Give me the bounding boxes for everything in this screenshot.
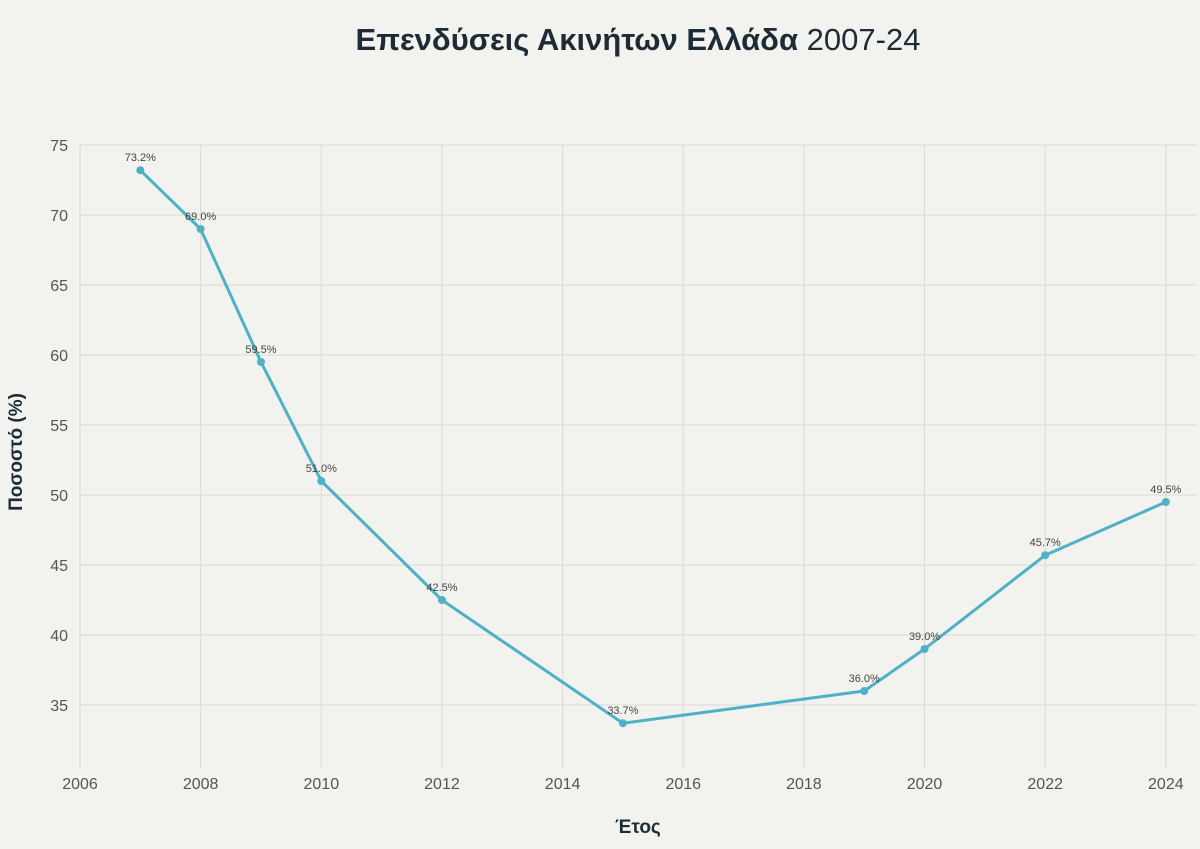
- data-point: [920, 645, 929, 653]
- y-tick-label: 55: [50, 418, 68, 435]
- y-tick-label: 45: [50, 558, 68, 575]
- chart-title-main: Επενδύσεις Ακινήτων Ελλάδα: [355, 22, 799, 57]
- y-tick-label: 50: [50, 488, 68, 505]
- data-label: 33.7%: [607, 705, 638, 717]
- data-point: [136, 166, 145, 175]
- data-label: 69.0%: [185, 211, 216, 223]
- x-tick-label: 2006: [62, 776, 98, 793]
- data-point: [437, 596, 446, 604]
- y-tick-label: 40: [50, 628, 68, 645]
- data-label-layer: 73.2% 69.0% 59.5% 51.0% 42.5% 33.7% 36.0% 39.0%…: [125, 152, 1182, 717]
- axis-layer: 2006 2008 2010 2012 2014 2016 2018 2020 2022 2024…: [6, 138, 1184, 838]
- y-axis-title: Ποσοστό (%): [6, 393, 27, 511]
- data-point: [1161, 498, 1170, 506]
- x-tick-label: 2022: [1027, 776, 1063, 793]
- data-point: [196, 225, 205, 233]
- data-point: [1041, 551, 1050, 560]
- data-label: 59.5%: [245, 344, 276, 356]
- x-tick-label: 2014: [545, 776, 581, 793]
- data-label: 39.0%: [909, 631, 940, 643]
- chart-title: Επενδύσεις Ακινήτων Ελλάδα 2007-24: [0, 22, 1200, 58]
- x-tick-label: 2018: [786, 776, 822, 793]
- data-label: 45.7%: [1030, 537, 1061, 549]
- x-tick-label: 2024: [1148, 776, 1184, 793]
- data-point: [317, 477, 326, 485]
- data-point: [618, 719, 627, 728]
- y-tick-label: 65: [50, 278, 68, 295]
- x-axis-title: Έτος: [615, 817, 661, 838]
- data-label: 42.5%: [426, 582, 457, 594]
- x-tick-label: 2008: [183, 776, 219, 793]
- data-label: 49.5%: [1150, 484, 1181, 496]
- y-tick-label: 60: [50, 348, 68, 365]
- chart-title-years: 2007-24: [806, 22, 921, 57]
- grid-layer: [79, 144, 1196, 768]
- data-point: [256, 358, 265, 366]
- data-label: 36.0%: [849, 673, 880, 685]
- y-tick-label: 35: [50, 698, 68, 715]
- data-label: 73.2%: [125, 152, 156, 164]
- data-label: 51.0%: [306, 463, 337, 475]
- series-layer: [136, 166, 1170, 728]
- data-point: [860, 687, 869, 695]
- y-tick-label: 75: [50, 138, 68, 155]
- x-tick-label: 2012: [424, 776, 460, 793]
- x-tick-label: 2016: [665, 776, 701, 793]
- series-line: [139, 169, 1167, 725]
- x-tick-label: 2010: [304, 776, 340, 793]
- x-tick-label: 2020: [907, 776, 943, 793]
- y-tick-label: 70: [50, 208, 68, 225]
